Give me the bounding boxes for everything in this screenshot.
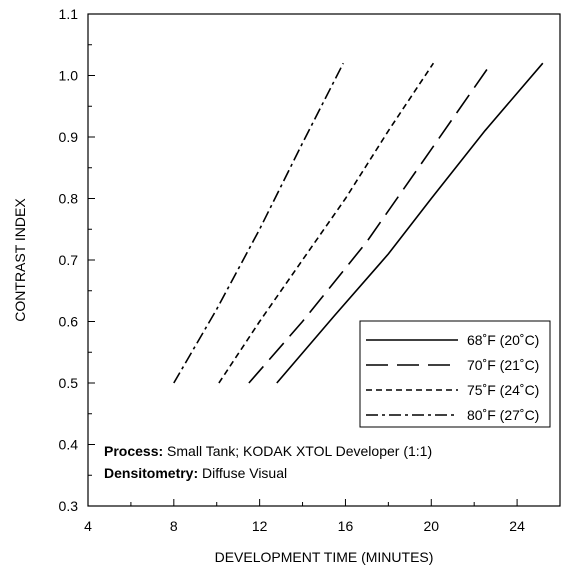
x-tick-label: 8 [170, 518, 178, 534]
series-line-3 [218, 62, 435, 384]
x-tick-label: 20 [423, 518, 439, 534]
series-lines [173, 62, 544, 384]
x-tick-label: 12 [252, 518, 268, 534]
process-note: Process: Small Tank; KODAK XTOL Develope… [104, 443, 432, 459]
y-tick-label: 0.3 [59, 498, 79, 514]
process-note-label: Process: [104, 443, 163, 459]
legend-label-2: 70˚F (21˚C) [467, 357, 539, 373]
y-tick-label: 0.9 [59, 129, 79, 145]
axis-tick-labels: 0.3 0.4 0.5 0.6 0.7 0.8 0.9 1.0 1.1 4 8 12 16 20 24 [59, 6, 526, 534]
legend-box [359, 320, 551, 428]
x-tick-label: 24 [509, 518, 525, 534]
y-tick-label: 0.5 [59, 375, 79, 391]
densitometry-note: Densitometry: Diffuse Visual [104, 465, 287, 481]
y-tick-label: 1.1 [59, 6, 79, 22]
series-line-2 [248, 62, 492, 384]
legend-label-3: 75˚F (24˚C) [467, 382, 539, 398]
densitometry-note-label: Densitometry: [104, 465, 198, 481]
x-tick-label: 16 [338, 518, 354, 534]
y-tick-label: 0.6 [59, 314, 79, 330]
process-notes: Process: Small Tank; KODAK XTOL Develope… [104, 443, 432, 481]
y-tick-label: 0.4 [59, 437, 79, 453]
legend-label-1: 68˚F (20˚C) [467, 332, 539, 348]
axis-ticks [87, 13, 518, 507]
x-axis-title: DEVELOPMENT TIME (MINUTES) [215, 549, 434, 565]
plot-frame [87, 13, 561, 507]
densitometry-note-text: Diffuse Visual [198, 465, 287, 481]
y-axis-title: CONTRAST INDEX [12, 198, 28, 322]
legend: 68˚F (20˚C) 70˚F (21˚C) 75˚F (24˚C) 80˚F (2… [359, 320, 551, 428]
series-line-4 [173, 62, 345, 384]
x-tick-label: 4 [84, 518, 92, 534]
y-tick-label: 0.7 [59, 252, 79, 268]
y-tick-label: 0.8 [59, 191, 79, 207]
process-note-text: Small Tank; KODAK XTOL Developer (1:1) [163, 443, 432, 459]
legend-label-4: 80˚F (27˚C) [467, 407, 539, 423]
y-tick-label: 1.0 [59, 68, 79, 84]
series-line-1 [276, 62, 544, 384]
